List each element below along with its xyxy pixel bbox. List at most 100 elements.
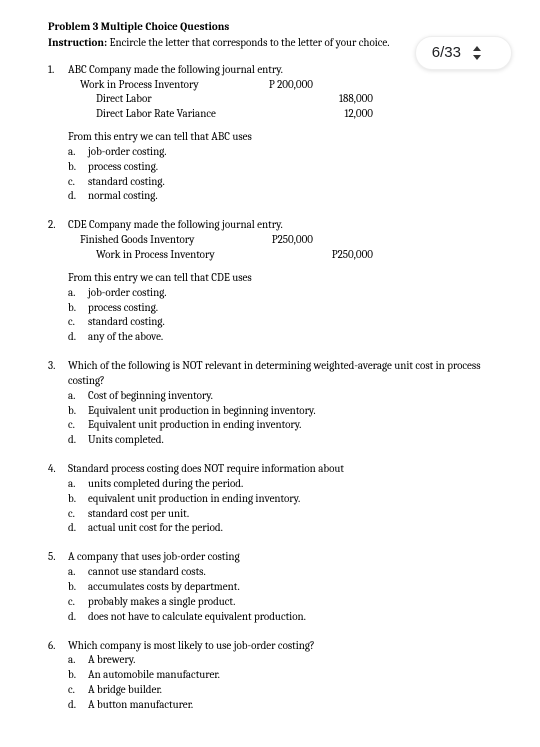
options-list: a. Cost of beginning inventory. b. Equivale… — [68, 389, 492, 448]
page-up-icon[interactable] — [473, 46, 481, 51]
option-item: d. any of the above. — [68, 330, 492, 345]
question-item: 1.ABC Company made the following journal… — [48, 63, 492, 205]
option-item: a.cannot use standard costs. — [68, 565, 492, 580]
option-letter: c. — [68, 315, 75, 330]
option-letter: a. — [68, 565, 75, 580]
option-text: any of the above. — [88, 330, 163, 343]
option-letter: a. — [68, 286, 75, 301]
option-item: c. probably makes a single product. — [68, 595, 492, 610]
page-nav-arrows — [473, 46, 481, 60]
option-text: job-order costing. — [88, 145, 167, 158]
journal-label: Work in Process Inventory — [68, 248, 253, 263]
option-item: b. Equivalent unit production in beginnin… — [68, 404, 492, 419]
option-item: a. job-order costing. — [68, 286, 492, 301]
journal-credit: P250,000 — [313, 248, 373, 263]
option-letter: b. — [68, 404, 76, 419]
option-item: d. normal costing. — [68, 189, 492, 204]
option-item: c.standard costing. — [68, 315, 492, 330]
option-item: a. job-order costing. — [68, 145, 492, 160]
option-text: equivalent unit production in ending inv… — [88, 492, 300, 505]
options-list: a.units completed during the period.b. eq… — [68, 477, 492, 536]
question-number: 2. — [48, 218, 55, 233]
option-item: b. accumulates costs by department. — [68, 580, 492, 595]
option-letter: a. — [68, 145, 75, 160]
option-text: A bridge builder. — [88, 683, 162, 696]
journal-credit: 12,000 — [313, 107, 373, 122]
question-stem: Which of the following is NOT relevant i… — [68, 359, 492, 389]
option-text: Equivalent unit production in ending inv… — [88, 418, 301, 431]
option-text: process costing. — [88, 301, 158, 314]
option-letter: d. — [68, 698, 76, 713]
page-indicator-text: 6/33 — [432, 43, 461, 63]
option-letter: b. — [68, 492, 76, 507]
journal-entry-row: Work in Process Inventory P250,000 — [68, 248, 492, 263]
option-text: job-order costing. — [88, 286, 167, 299]
option-letter: d. — [68, 610, 76, 625]
journal-credit: 188,000 — [313, 92, 373, 107]
option-text: standard costing. — [88, 175, 165, 188]
page-down-icon[interactable] — [473, 55, 481, 60]
question-stem: ABC Company made the following journal e… — [68, 63, 492, 78]
option-letter: d. — [68, 189, 76, 204]
option-item: b. equivalent unit production in ending i… — [68, 492, 492, 507]
option-letter: a. — [68, 389, 75, 404]
option-text: accumulates costs by department. — [88, 580, 240, 593]
instruction-label: Instruction: — [48, 36, 107, 49]
questions-list: 1.ABC Company made the following journal… — [48, 63, 492, 713]
option-text: process costing. — [88, 160, 158, 173]
journal-credit — [313, 233, 373, 248]
option-item: c. standard cost per unit. — [68, 507, 492, 522]
options-list: a.cannot use standard costs.b. accumulate… — [68, 565, 492, 624]
option-item: a. Cost of beginning inventory. — [68, 389, 492, 404]
option-item: a.units completed during the period. — [68, 477, 492, 492]
option-letter: a. — [68, 653, 75, 668]
option-text: A button manufacturer. — [88, 698, 193, 711]
option-text: normal costing. — [88, 189, 158, 202]
option-letter: b. — [68, 580, 76, 595]
journal-label: Finished Goods Inventory — [68, 233, 253, 248]
option-item: d. actual unit cost for the period. — [68, 521, 492, 536]
option-text: standard cost per unit. — [88, 507, 189, 520]
journal-credit — [313, 78, 373, 93]
options-list: a. A brewery.b.An automobile manufacture… — [68, 653, 492, 712]
question-number: 4. — [48, 462, 56, 477]
question-stem: Standard process costing does NOT requir… — [68, 462, 492, 477]
option-text: Equivalent unit production in beginning … — [88, 404, 316, 417]
journal-entry-row: Direct Labor 188,000 — [68, 92, 492, 107]
question-item: 4. Standard process costing does NOT requ… — [48, 462, 492, 536]
question-substem: From this entry we can tell that CDE use… — [68, 271, 492, 286]
journal-label: Direct Labor Rate Variance — [68, 107, 253, 122]
question-number: 3. — [48, 359, 55, 374]
question-stem: CDE Company made the following journal e… — [68, 218, 492, 233]
option-item: a. A brewery. — [68, 653, 492, 668]
option-text: Cost of beginning inventory. — [88, 389, 213, 402]
options-list: a.job-order costing.b.process costing.c.… — [68, 145, 492, 204]
option-item: d. A button manufacturer. — [68, 698, 492, 713]
option-letter: c. — [68, 683, 75, 698]
journal-debit: P250,000 — [253, 233, 313, 248]
problem-title: Problem 3 Multiple Choice Questions — [48, 20, 492, 35]
option-letter: d. — [68, 433, 76, 448]
journal-entry-row: Direct Labor Rate Variance 12,000 — [68, 107, 492, 122]
journal-label: Direct Labor — [68, 92, 253, 107]
option-letter: c. — [68, 418, 75, 433]
option-text: An automobile manufacturer. — [88, 668, 220, 681]
journal-debit — [253, 92, 313, 107]
option-item: d.does not have to calculate equivalent … — [68, 610, 492, 625]
option-item: c.standard costing. — [68, 175, 492, 190]
option-letter: b. — [68, 301, 76, 316]
question-stem: Which company is most likely to use job-… — [68, 639, 492, 654]
option-letter: d. — [68, 330, 76, 345]
option-letter: c. — [68, 507, 75, 522]
instruction-text: Encircle the letter that corresponds to … — [107, 36, 389, 49]
option-letter: d. — [68, 521, 76, 536]
journal-entry-row: Work in Process InventoryP 200,000 — [68, 78, 492, 93]
question-substem: From this entry we can tell that ABC use… — [68, 130, 492, 145]
option-text: actual unit cost for the period. — [88, 521, 223, 534]
journal-debit — [253, 248, 313, 263]
option-item: d.Units completed. — [68, 433, 492, 448]
option-text: probably makes a single product. — [88, 595, 235, 608]
journal-label: Work in Process Inventory — [68, 78, 253, 93]
document-page: Problem 3 Multiple Choice Questions Inst… — [0, 0, 540, 747]
option-letter: c. — [68, 595, 75, 610]
